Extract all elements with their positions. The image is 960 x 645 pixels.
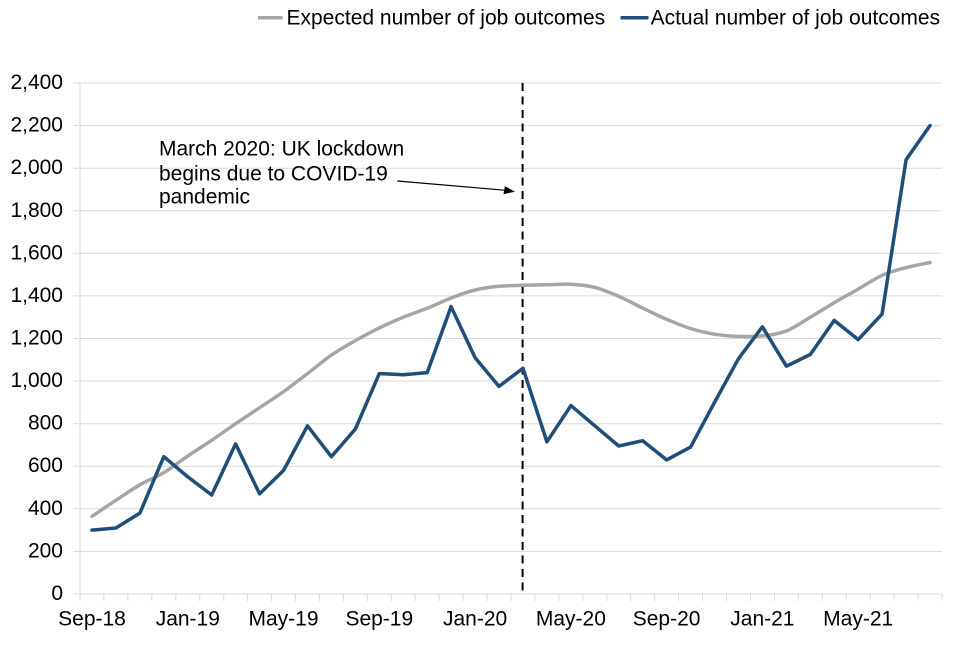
svg-text:2,400: 2,400 bbox=[10, 71, 63, 94]
svg-text:Sep-19: Sep-19 bbox=[345, 608, 413, 631]
svg-text:Sep-18: Sep-18 bbox=[58, 608, 126, 631]
svg-text:800: 800 bbox=[28, 412, 63, 435]
svg-text:pandemic: pandemic bbox=[159, 186, 250, 209]
svg-text:May-20: May-20 bbox=[536, 608, 606, 631]
svg-text:1,400: 1,400 bbox=[10, 284, 63, 307]
svg-text:400: 400 bbox=[28, 497, 63, 520]
svg-text:Jan-20: Jan-20 bbox=[443, 608, 507, 631]
svg-text:March 2020: UK lockdown: March 2020: UK lockdown bbox=[159, 138, 404, 161]
svg-text:600: 600 bbox=[28, 454, 63, 477]
svg-text:1,200: 1,200 bbox=[10, 327, 63, 350]
svg-text:May-19: May-19 bbox=[248, 608, 318, 631]
svg-text:1,800: 1,800 bbox=[10, 199, 63, 222]
svg-text:0: 0 bbox=[51, 582, 63, 605]
svg-text:1,000: 1,000 bbox=[10, 369, 63, 392]
svg-text:Jan-19: Jan-19 bbox=[156, 608, 220, 631]
svg-text:2,200: 2,200 bbox=[10, 114, 63, 137]
svg-text:Jan-21: Jan-21 bbox=[730, 608, 794, 631]
svg-text:begins due to COVID-19: begins due to COVID-19 bbox=[159, 163, 388, 186]
svg-text:Actual number of job outcomes: Actual number of job outcomes bbox=[651, 7, 941, 30]
svg-text:Expected number of job outcome: Expected number of job outcomes bbox=[287, 7, 606, 30]
svg-text:Sep-20: Sep-20 bbox=[633, 608, 701, 631]
svg-text:1,600: 1,600 bbox=[10, 241, 63, 264]
svg-text:May-21: May-21 bbox=[823, 608, 893, 631]
svg-text:200: 200 bbox=[28, 539, 63, 562]
svg-text:2,000: 2,000 bbox=[10, 156, 63, 179]
